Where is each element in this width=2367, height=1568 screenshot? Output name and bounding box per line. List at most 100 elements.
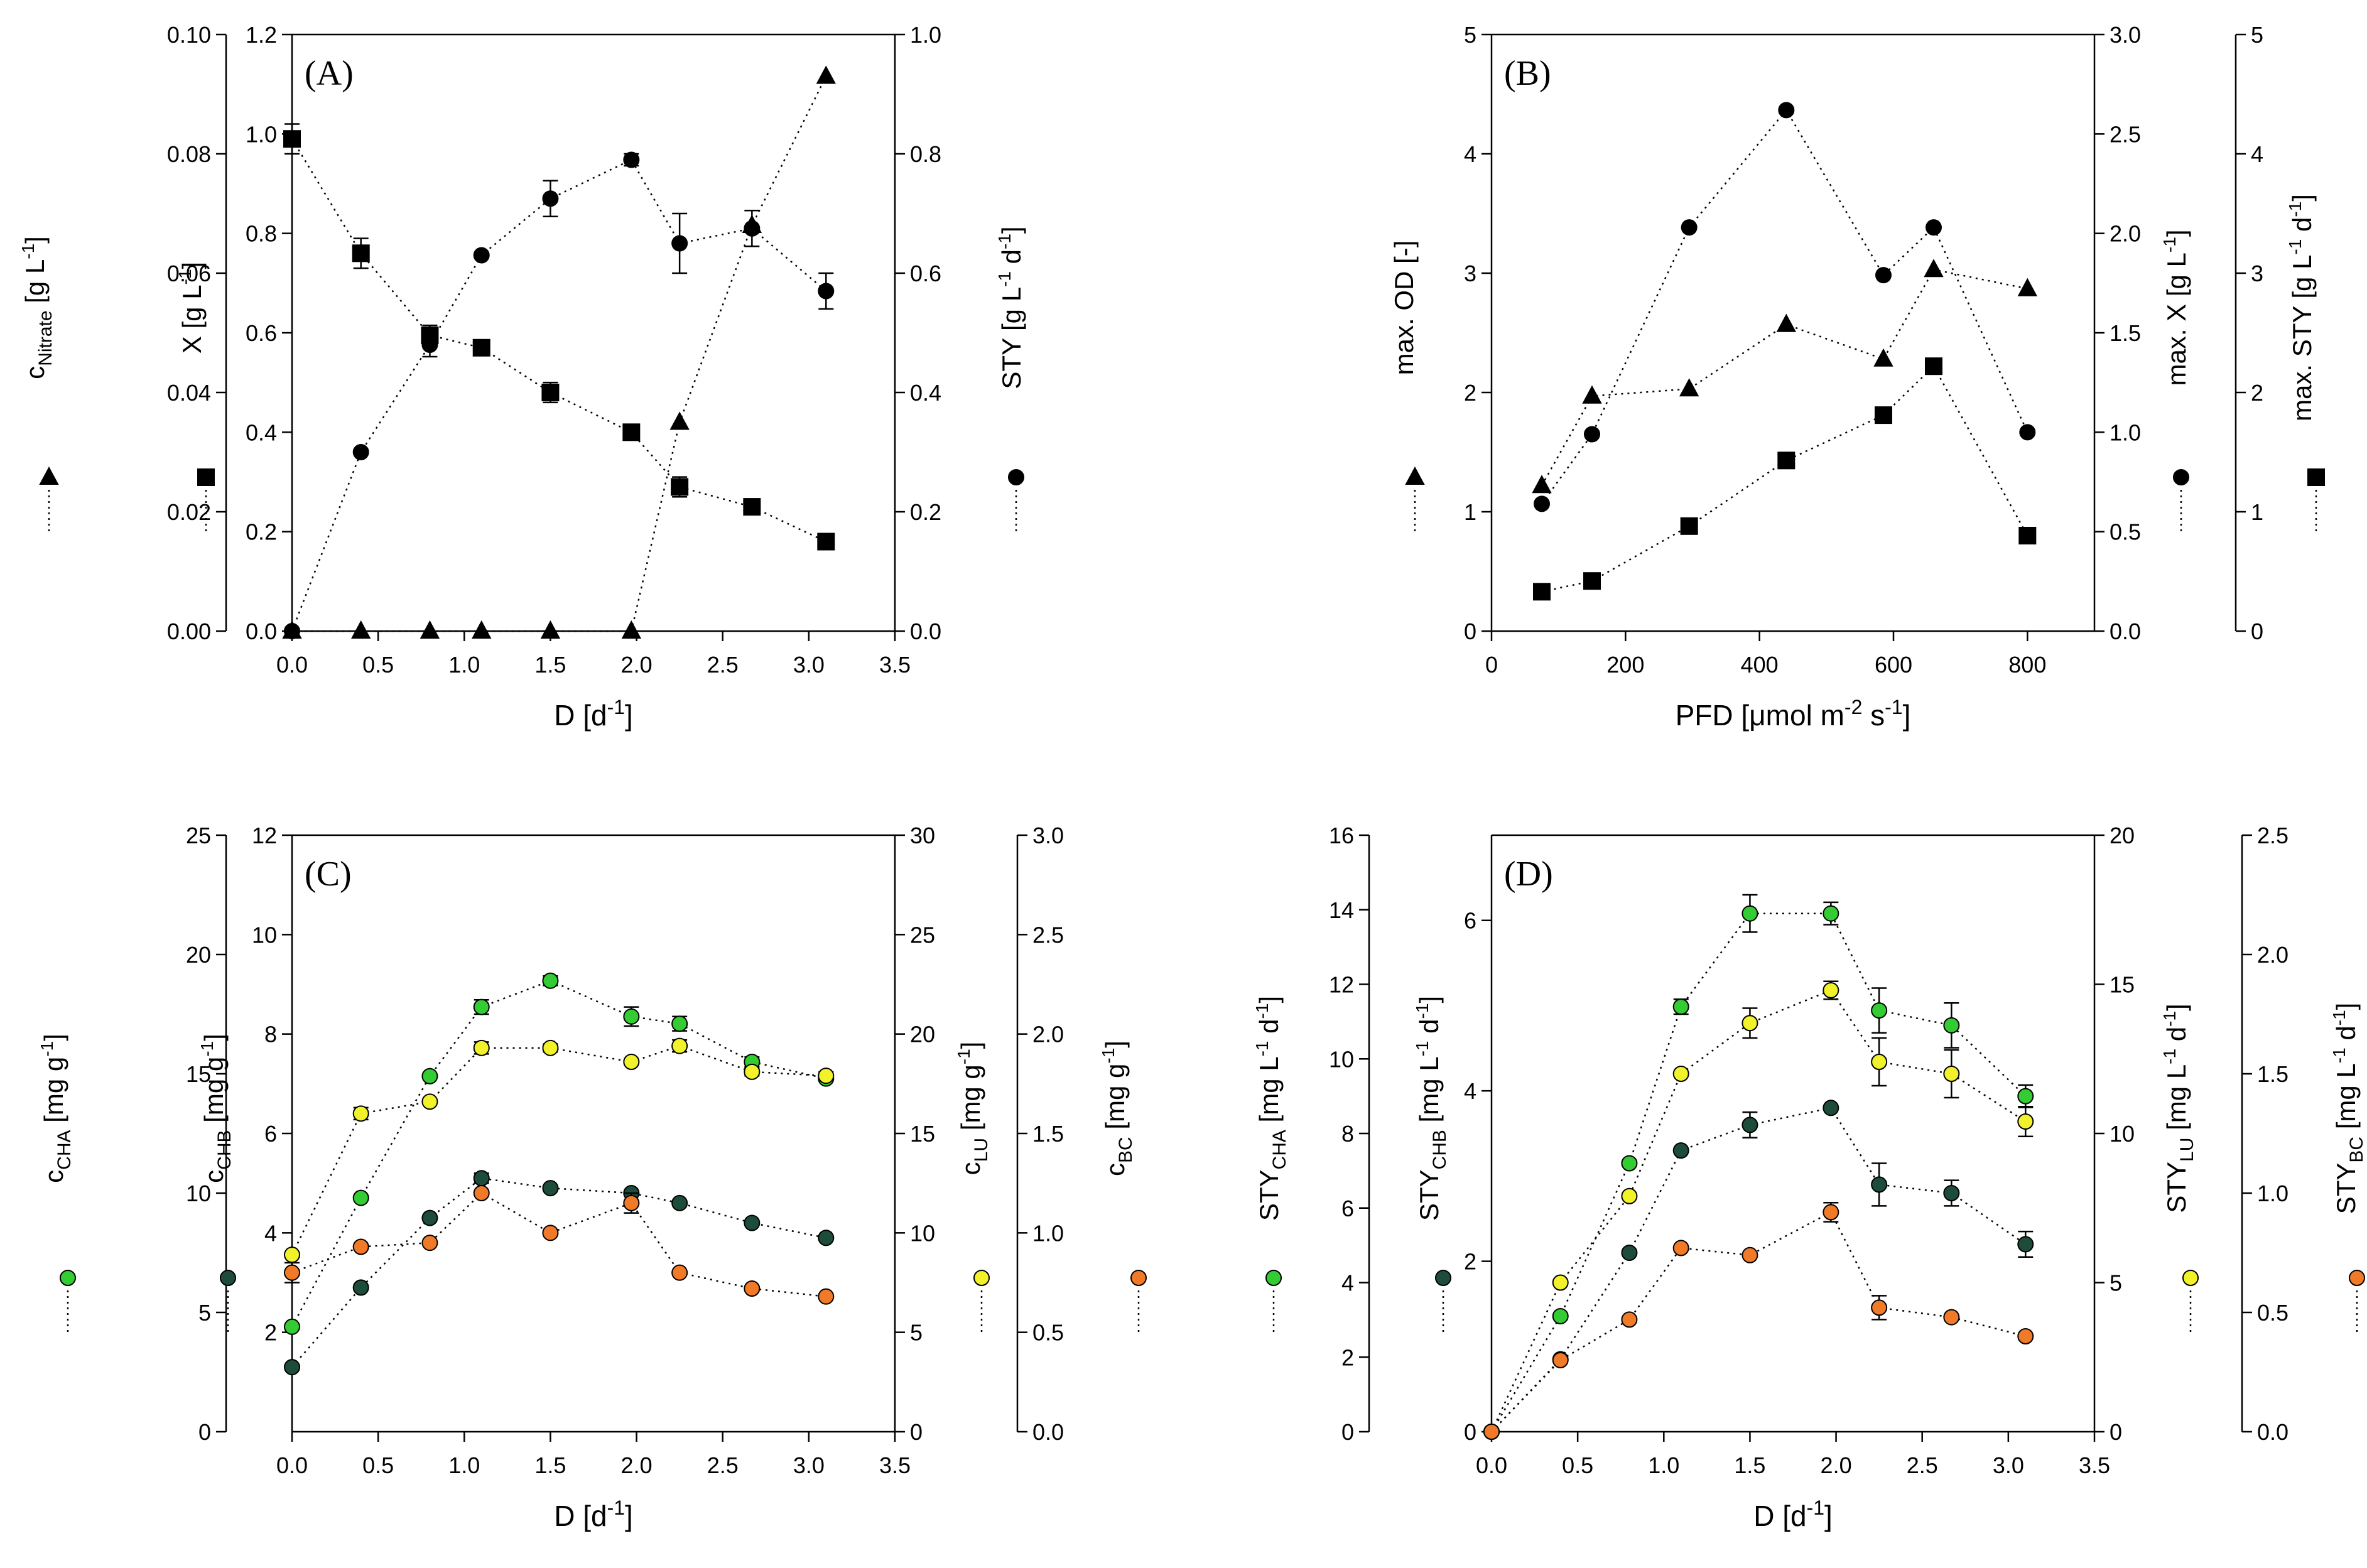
panel-a-x-tick-label: 0.5 (362, 652, 394, 678)
panel-b-x-axis-title-sup: -2 (1844, 696, 1862, 718)
panel-c-data-point-3 (623, 1194, 640, 1211)
panel-c-data-point-3 (352, 1238, 369, 1255)
panel-b-y-tick-label-od: 2 (1464, 380, 1476, 406)
panel-a-y-tick-label-nitrate: 0.00 (167, 619, 211, 644)
panel-d-y-tick-label-stylu: 0 (2110, 1419, 2122, 1445)
panel-d-y-tick-label-stylu: 20 (2110, 823, 2135, 848)
panel-b-data-point-1 (2019, 424, 2036, 441)
panel-c-data-point-2 (542, 1039, 559, 1056)
panel-b-y-axis-title-maxx-main: max. X [g L (2162, 252, 2191, 386)
panel-c-legend-marker-bc (1130, 1270, 1147, 1286)
panel-d-y-tick-label-stychb: 0 (1464, 1419, 1476, 1445)
panel-c-y-axis-title-lu-sub: LU (971, 1138, 992, 1162)
panel-d-y-axis-title-stycha-unit-mid: d (1254, 1019, 1284, 1041)
panel-d-data-point-1 (1672, 1142, 1689, 1159)
panel-c-data-point-1 (818, 1230, 835, 1246)
panel-b-data-point-1 (1926, 219, 1942, 236)
panel-b-y-tick-label-maxsty: 2 (2251, 380, 2263, 406)
panel-a-y-axis-title-sty-suffix: ] (997, 226, 1026, 234)
panel-c-y-axis-title-bc: cBC [mg g-1] (1098, 1041, 1136, 1176)
panel-c-y-tick-label-cha: 20 (186, 942, 211, 968)
panel-c-y-axis-title-cha-unit-sup: -1 (37, 1041, 57, 1057)
panel-c-y-axis-title-chb-main: c (199, 1170, 229, 1183)
panel-d-x-axis-title-sup: -1 (1807, 1496, 1824, 1519)
panel-c-data-point-0 (421, 1068, 438, 1084)
panel-b-y-axis-title-maxsty: max. STY [g L-1 d-1] (2285, 194, 2317, 421)
panel-b-y-axis-title-maxx-sup: -1 (2160, 237, 2179, 252)
panel-a-x-tick-label: 2.0 (621, 652, 653, 678)
panel-c-data-point-3 (744, 1280, 761, 1297)
panel-d-y-tick-label-stycha: 8 (1341, 1121, 1354, 1147)
panel-d-series-line-2 (1490, 989, 2026, 1432)
panel-d-y-tick-label-stycha: 14 (1329, 897, 1354, 923)
panel-a-y-tick-label-nitrate: 0.02 (167, 499, 211, 525)
panel-d-data-point-0 (1823, 905, 1839, 922)
panel-a-data-point-2 (623, 151, 640, 168)
panel-b-x-tick-label: 200 (1606, 652, 1644, 678)
panel-c-x-axis-title-main: D [d (554, 1500, 607, 1532)
panel-c-data-point-1 (744, 1214, 761, 1231)
panel-b-data-point-0 (1873, 348, 1893, 367)
panel-d-y-axis-title-stycha-unit-sup2: -1 (1252, 1003, 1272, 1019)
panel-c-data-point-3 (818, 1288, 835, 1305)
panel-c-x-tick-label: 0.5 (362, 1452, 394, 1478)
panel-b-data-point-0 (1679, 378, 1699, 397)
panel-d-y-tick-label-stylu: 15 (2110, 972, 2135, 998)
panel-c-data-point-2 (744, 1063, 761, 1080)
panel-b-y-tick-label-od: 0 (1464, 619, 1476, 644)
panel-a-data-point-1 (671, 478, 689, 496)
panel-d-y-tick-label-stylu: 10 (2110, 1121, 2135, 1147)
panel-a-data-point-0 (669, 411, 690, 430)
panel-a-data-point-0 (540, 620, 561, 639)
panel-b-x-axis-title: PFD [μmol m-2 s-1] (1676, 696, 1911, 732)
panel-b-y-tick-label-maxx: 1.5 (2110, 320, 2141, 346)
panel-d-data-point-2 (1621, 1187, 1638, 1204)
panel-c-y-tick-label-bc: 0.0 (1032, 1419, 1064, 1445)
panel-c-y-axis-title-lu: cLU [mg g-1] (954, 1042, 992, 1176)
panel-a-data-point-1 (352, 244, 370, 262)
panel-a-x-axis-title: D [d-1] (554, 696, 633, 732)
panel-b-y-axis-title-maxsty-sup: -1 (2285, 239, 2305, 255)
panel-d-y-axis-title-stycha-unit-sup: -1 (1252, 1041, 1272, 1056)
panel-b-y-tick-label-maxsty: 1 (2251, 499, 2263, 525)
panel-a-data-point-2 (671, 235, 688, 252)
panel-a-y-tick-label-sty: 0.8 (910, 141, 941, 167)
panel-c-y-tick-label-lu: 5 (910, 1320, 923, 1346)
panel-a-y-axis-title-nitrate-main: c (20, 366, 50, 379)
panel-b-y-tick-label-od: 1 (1464, 499, 1476, 525)
panel-d-y-tick-label-stybc: 1.0 (2257, 1181, 2288, 1206)
panel-a-label: (A) (305, 54, 354, 93)
panel-a-data-point-0 (351, 620, 371, 639)
panel-c-y-axis-title-bc-main: c (1100, 1163, 1130, 1176)
panel-d-data-point-0 (1741, 905, 1758, 922)
panel-a-y-axis-title-nitrate-unit: [g L (20, 259, 50, 311)
panel-b-data-point-2 (1533, 583, 1551, 601)
panel-a-data-point-2 (542, 190, 559, 207)
panel-d-chart: 0.0 0.5 1.0 1.5 2.0 2.5 3.0 3.5D [d-1]024681012… (1252, 823, 2367, 1532)
panel-d-y-tick-label-stycha: 12 (1329, 972, 1354, 998)
panel-d-y-axis-title-stybc-unit-sup2: -1 (2329, 1010, 2349, 1025)
panel-a-legend-marker-nitrate (39, 466, 59, 485)
panel-b-data-point-2 (2018, 527, 2037, 544)
panel-a-x-tick-label: 1.5 (534, 652, 566, 678)
panel-d-x-axis-title: D [d-1] (1753, 1496, 1833, 1532)
panel-c-y-axis-title-chb-unit: [mg g (199, 1057, 229, 1130)
panel-c-y-tick-label-lu: 25 (910, 922, 935, 948)
panel-c-y-tick-label-lu: 15 (910, 1121, 935, 1147)
panel-c-y-axis-title-cha-main: c (39, 1170, 68, 1183)
panel-c-x-tick-label: 0.0 (276, 1452, 308, 1478)
panel-c-x-tick-label: 3.0 (793, 1452, 825, 1478)
panel-c-x-axis-title-sup: -1 (607, 1496, 625, 1519)
panel-a-x-tick-label: 3.0 (793, 652, 825, 678)
panel-c-data-point-0 (623, 1008, 640, 1025)
panel-d-y-axis-title-stychb-unit-sup2: -1 (1412, 1003, 1432, 1019)
panel-d-y-axis-title-stycha-main: STY (1254, 1169, 1284, 1221)
panel-c-y-axis-title-lu-unit-sup: -1 (954, 1049, 973, 1064)
panel-b-x-tick-label: 800 (2008, 652, 2046, 678)
panel-b-data-point-2 (1680, 517, 1698, 535)
panel-c-data-point-2 (473, 1039, 490, 1056)
panel-d-data-point-3 (1871, 1299, 1888, 1316)
panel-d-x-tick-label: 3.5 (2079, 1452, 2110, 1478)
panel-d-y-axis-title-stylu: STYLU [mg L-1 d-1] (2160, 1003, 2197, 1213)
panel-d-data-point-1 (1943, 1185, 1960, 1201)
